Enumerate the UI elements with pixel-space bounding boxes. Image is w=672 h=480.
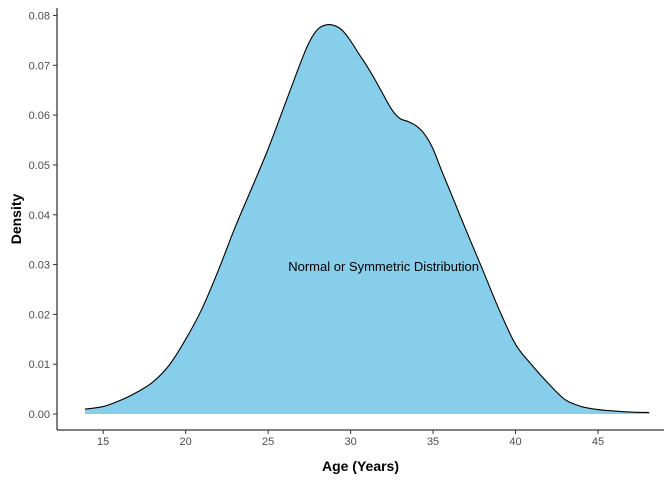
x-tick-label: 45 bbox=[592, 436, 604, 448]
axes: 15 20 25 30 35 40 45 0.00 0.01 0.02 0.03 0.04 0.05 0.… bbox=[29, 8, 664, 448]
x-tick-label: 15 bbox=[97, 436, 109, 448]
y-tick-label: 0.05 bbox=[29, 160, 50, 172]
x-tick-label: 30 bbox=[344, 436, 356, 448]
y-tick-label: 0.00 bbox=[29, 409, 50, 421]
y-tick-label: 0.03 bbox=[29, 260, 50, 272]
y-tick-label: 0.04 bbox=[29, 210, 50, 222]
y-tick-label: 0.06 bbox=[29, 110, 50, 122]
x-tick-label: 35 bbox=[427, 436, 439, 448]
distribution-annotation: Normal or Symmetric Distribution bbox=[288, 259, 479, 274]
density-area-fill bbox=[85, 24, 650, 415]
x-tick-label: 40 bbox=[509, 436, 521, 448]
density-curve-line bbox=[84, 24, 650, 414]
x-tick-label: 25 bbox=[262, 436, 274, 448]
y-tick-label: 0.08 bbox=[29, 10, 50, 22]
y-tick-label: 0.02 bbox=[29, 309, 50, 321]
y-axis-title: Density bbox=[8, 194, 24, 245]
plot-area bbox=[84, 24, 650, 415]
y-tick-label: 0.01 bbox=[29, 359, 50, 371]
x-axis-title: Age (Years) bbox=[322, 458, 399, 474]
x-tick-label: 20 bbox=[180, 436, 192, 448]
y-tick-label: 0.07 bbox=[29, 60, 50, 72]
